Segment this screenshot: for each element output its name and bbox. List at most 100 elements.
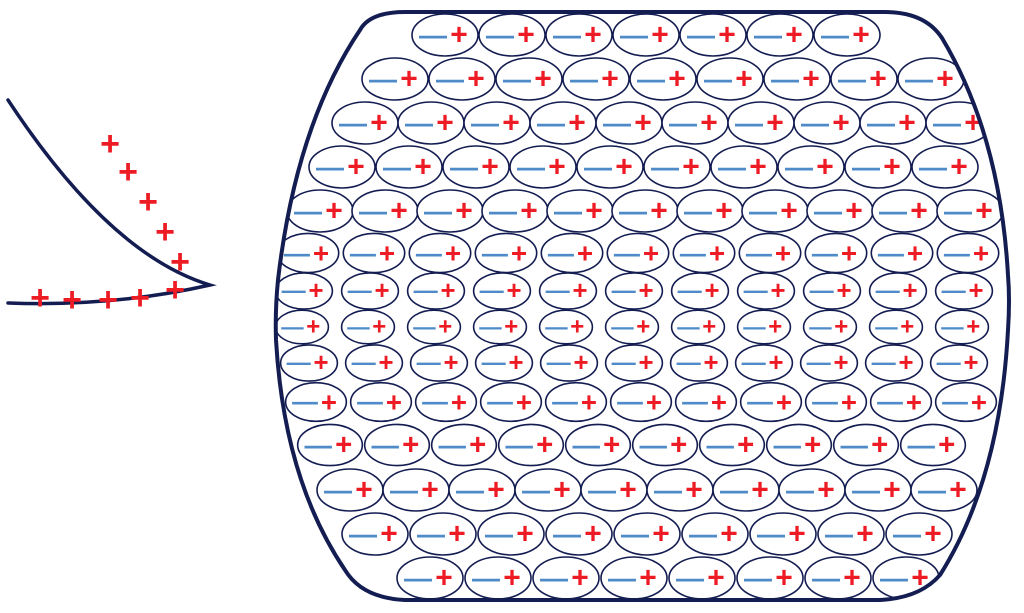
negative-charge-icon: — — [637, 64, 665, 95]
dipole: —+ — [546, 513, 612, 555]
dipole: —+ — [342, 513, 408, 555]
dipole: —+ — [530, 102, 596, 144]
positive-charge-icon: + — [577, 238, 593, 269]
dipole: —+ — [804, 273, 861, 309]
negative-charge-icon: — — [676, 563, 704, 594]
dipole: —+ — [739, 233, 800, 272]
negative-charge-icon: — — [479, 315, 502, 340]
negative-charge-icon: — — [348, 278, 373, 305]
positive-charge-icon: + — [718, 19, 736, 52]
dipole: —+ — [834, 424, 899, 465]
positive-charge-icon: + — [502, 107, 520, 140]
negative-charge-icon: — — [944, 238, 971, 268]
negative-charge-icon: — — [405, 108, 433, 139]
dipole: —+ — [362, 58, 428, 100]
positive-charge-icon: + — [619, 474, 637, 507]
negative-charge-icon: — — [677, 315, 700, 340]
positive-charge-icon: + — [548, 151, 566, 184]
positive-charge-icon: + — [788, 518, 806, 551]
dipole: —+ — [738, 273, 795, 309]
positive-charge-icon: + — [451, 387, 467, 418]
negative-charge-icon: — — [810, 278, 835, 305]
dipole: —+ — [540, 273, 597, 309]
positive-charge-icon: + — [601, 63, 619, 96]
negative-charge-icon: — — [771, 64, 799, 95]
positive-charge-icon: + — [903, 277, 918, 305]
negative-charge-icon: — — [471, 108, 499, 139]
dipole: —+ — [767, 424, 832, 465]
positive-charge-icon: + — [843, 562, 861, 595]
negative-charge-icon: — — [489, 196, 517, 227]
positive-charge-icon: + — [715, 195, 733, 228]
positive-charge-icon: + — [375, 277, 390, 305]
positive-charge-icon: + — [780, 195, 798, 228]
positive-charge-icon: + — [907, 238, 923, 269]
dipole: —+ — [911, 469, 977, 511]
dipole: —+ — [644, 146, 710, 188]
negative-charge-icon: — — [352, 350, 377, 377]
dipole: —+ — [672, 273, 729, 309]
positive-charge-icon: + — [573, 277, 588, 305]
negative-charge-icon: — — [744, 563, 772, 594]
dipole: —+ — [596, 102, 662, 144]
dipole: —+ — [669, 557, 735, 599]
dipole: —+ — [443, 146, 509, 188]
negative-charge-icon: — — [503, 64, 531, 95]
diagram-canvas: ++++++++++—+—+—+—+—+—+—+—+—+—+—+—+—+—+—+… — [0, 0, 1024, 613]
negative-charge-icon: — — [680, 238, 707, 268]
positive-charge-icon: + — [834, 349, 849, 377]
positive-charge-icon: + — [30, 279, 50, 317]
negative-charge-icon: — — [414, 278, 439, 305]
positive-charge-icon: + — [682, 151, 700, 184]
dipole: —+ — [546, 14, 612, 56]
dipole: —+ — [352, 190, 418, 232]
dipole: —+ — [510, 146, 576, 188]
positive-charge-icon: + — [643, 238, 659, 269]
dipole: —+ — [870, 273, 927, 309]
dipole: —+ — [417, 190, 483, 232]
negative-charge-icon: — — [654, 475, 682, 506]
negative-charge-icon: — — [294, 196, 322, 227]
positive-charge-icon: + — [414, 151, 432, 184]
negative-charge-icon: — — [878, 238, 905, 268]
negative-charge-icon: — — [812, 563, 840, 594]
negative-charge-icon: — — [292, 388, 318, 416]
negative-charge-icon: — — [584, 152, 612, 183]
negative-charge-icon: — — [621, 519, 649, 550]
dipole: —+ — [677, 190, 743, 232]
dipole: —+ — [818, 513, 884, 555]
positive-charge-icon: + — [720, 518, 738, 551]
dipole: —+ — [298, 424, 363, 465]
positive-charge-icon: + — [450, 19, 468, 52]
negative-charge-icon: — — [480, 278, 505, 305]
negative-charge-icon: — — [785, 152, 813, 183]
dipole: —+ — [286, 383, 347, 422]
negative-charge-icon: — — [879, 196, 907, 227]
dipole: —+ — [764, 58, 830, 100]
positive-charge-icon: + — [306, 314, 320, 341]
positive-charge-icon: + — [467, 63, 485, 96]
negative-charge-icon: — — [553, 519, 581, 550]
positive-charge-icon: + — [570, 314, 584, 341]
positive-charge-icon: + — [906, 387, 922, 418]
negative-charge-icon: — — [347, 315, 370, 340]
positive-charge-icon: + — [379, 238, 395, 269]
negative-charge-icon: — — [689, 519, 717, 550]
negative-charge-icon: — — [424, 196, 452, 227]
dipole: —+ — [672, 310, 725, 344]
dipole: —+ — [546, 383, 607, 422]
positive-charge-icon: + — [711, 387, 727, 418]
positive-charge-icon: + — [670, 429, 687, 462]
positive-charge-icon: + — [504, 314, 518, 341]
negative-charge-icon: — — [545, 315, 568, 340]
dipole: —+ — [673, 233, 734, 272]
positive-charge-icon: + — [335, 429, 352, 462]
negative-charge-icon: — — [372, 430, 400, 461]
positive-charge-icon: + — [372, 314, 386, 341]
negative-charge-icon: — — [684, 196, 712, 227]
dipole: —+ — [805, 557, 871, 599]
negative-charge-icon: — — [941, 315, 964, 340]
positive-charge-icon: + — [749, 151, 767, 184]
dipole: —+ — [481, 383, 542, 422]
positive-charge-icon: + — [802, 63, 820, 96]
